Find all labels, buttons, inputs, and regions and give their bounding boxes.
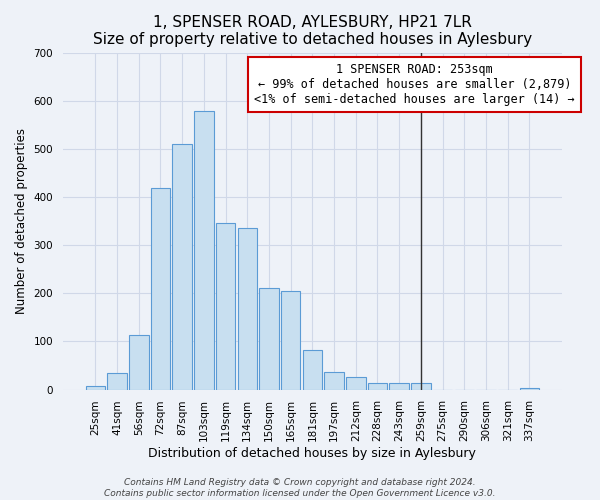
Bar	[129, 335, 149, 390]
Bar	[346, 376, 365, 390]
Bar	[238, 228, 257, 390]
Bar	[302, 350, 322, 390]
Bar	[259, 288, 279, 390]
Bar	[172, 144, 192, 390]
Y-axis label: Number of detached properties: Number of detached properties	[15, 128, 28, 314]
Bar	[520, 388, 539, 390]
Bar	[281, 292, 301, 390]
Bar	[216, 222, 235, 390]
Title: 1, SPENSER ROAD, AYLESBURY, HP21 7LR
Size of property relative to detached house: 1, SPENSER ROAD, AYLESBURY, HP21 7LR Siz…	[93, 15, 532, 48]
Bar	[151, 188, 170, 390]
Bar	[325, 372, 344, 390]
Bar	[194, 112, 214, 390]
Bar	[368, 383, 387, 390]
Bar	[107, 373, 127, 390]
Bar	[411, 384, 431, 390]
X-axis label: Distribution of detached houses by size in Aylesbury: Distribution of detached houses by size …	[148, 447, 476, 460]
Bar	[389, 384, 409, 390]
Text: Contains HM Land Registry data © Crown copyright and database right 2024.
Contai: Contains HM Land Registry data © Crown c…	[104, 478, 496, 498]
Text: 1 SPENSER ROAD: 253sqm
← 99% of detached houses are smaller (2,879)
<1% of semi-: 1 SPENSER ROAD: 253sqm ← 99% of detached…	[254, 63, 575, 106]
Bar	[86, 386, 105, 390]
